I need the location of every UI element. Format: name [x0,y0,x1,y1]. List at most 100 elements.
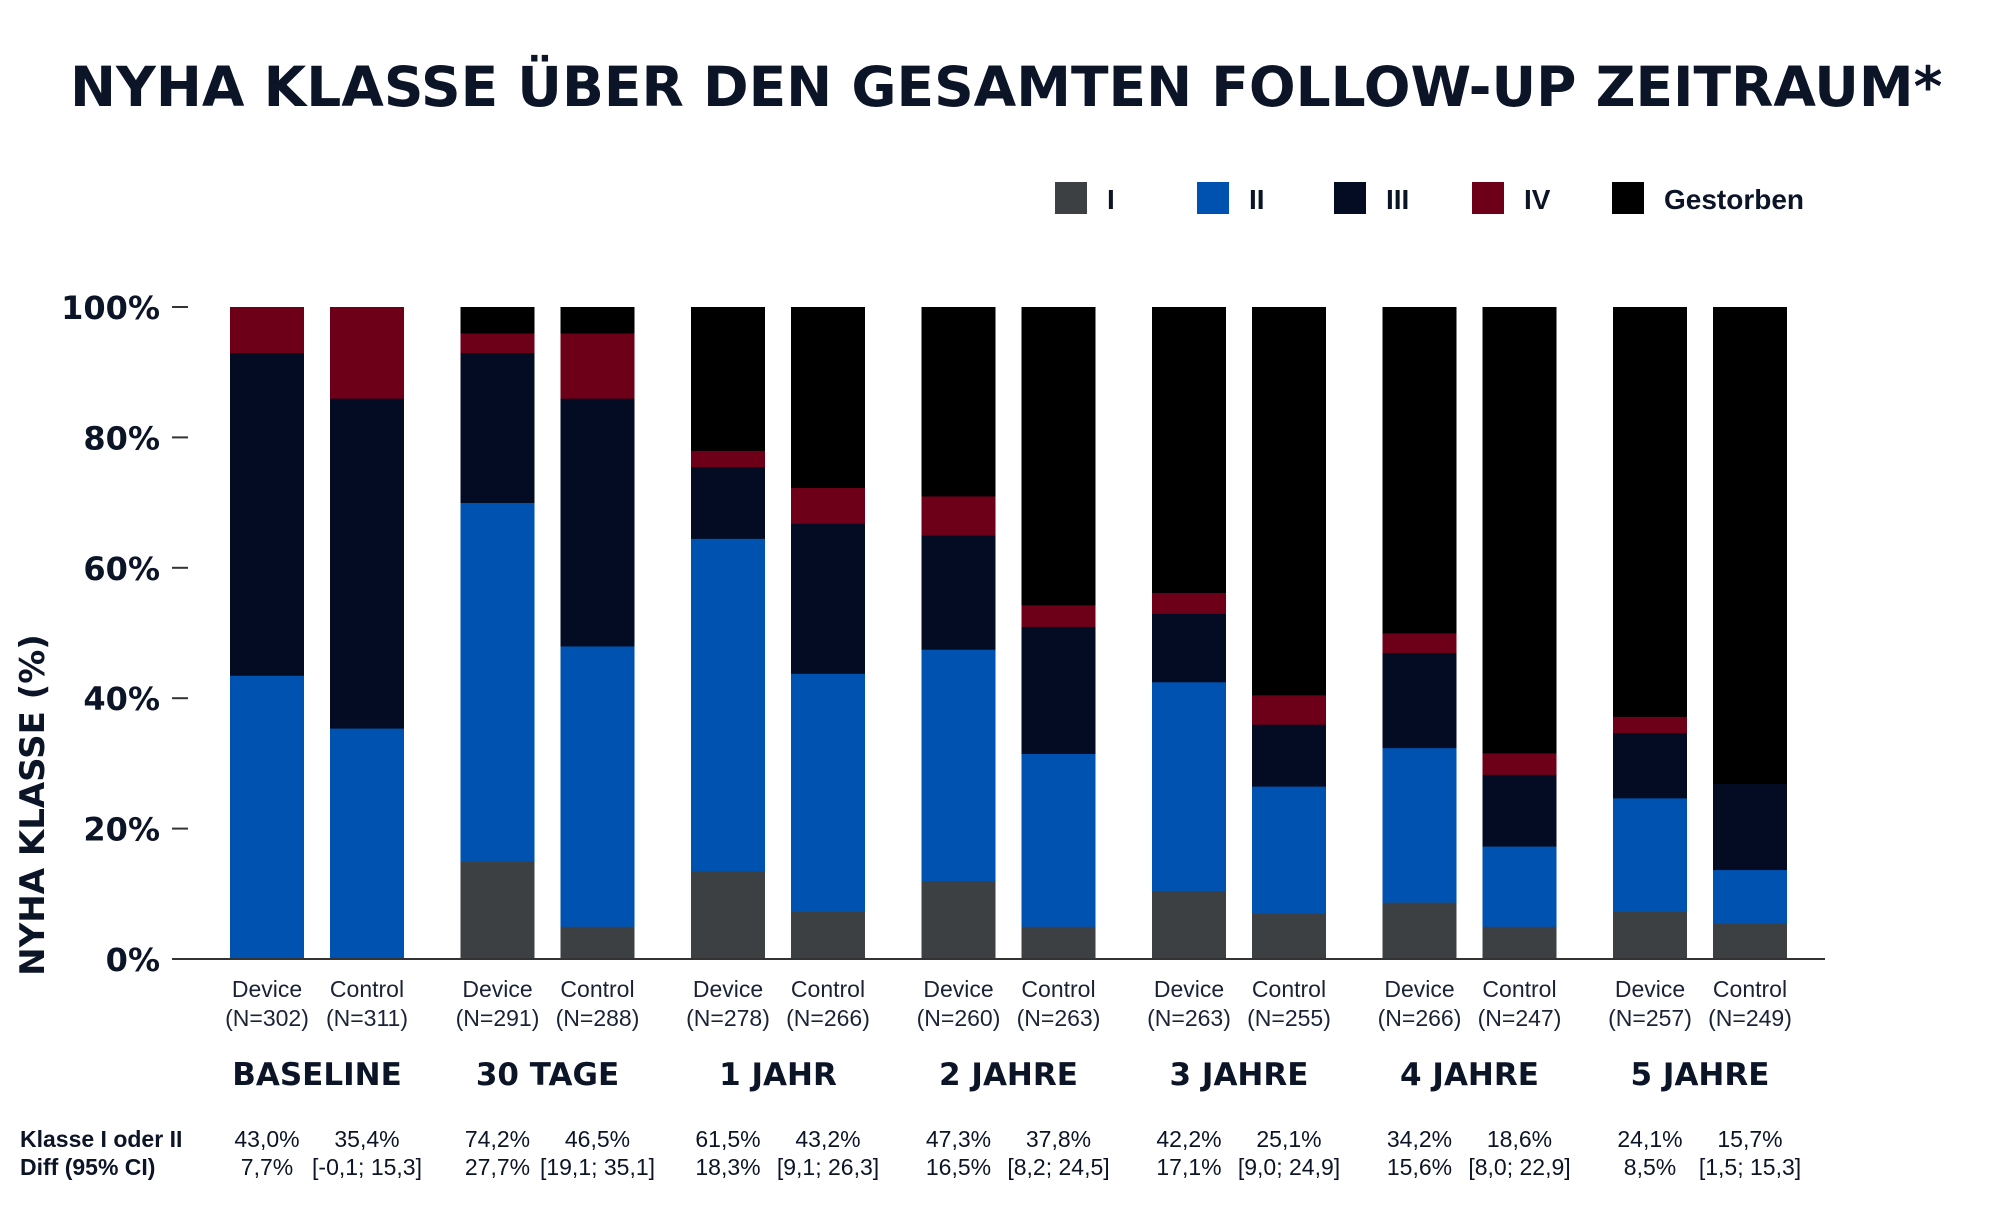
bar-n-label: (N=266) [1378,1005,1462,1031]
bar-segment-5-jahre-device-iv [1613,716,1687,734]
y-axis-label: NYHA KLASSE (%) [13,634,53,976]
x-axis-labels: Device (N=302) Control (N=311) BASELINE Devic… [225,976,1792,1093]
klasse-value: 35,4% [334,1126,399,1152]
y-tick-label: 40% [83,680,160,718]
bar-name-label: Device [462,976,532,1002]
bar-segment-30-tage-device-iii [460,352,535,503]
bar-name-label: Control [1021,976,1095,1002]
legend-swatch-ii [1197,182,1229,214]
bar-segment-1-jahr-control-gestorben [791,307,865,489]
bar-segment-4-jahre-control-iv [1482,752,1557,775]
bar-segment-1-jahr-device-iv [691,450,765,468]
bar-segment-30-tage-control-gestorben [560,307,635,334]
legend-label-ii: II [1249,184,1265,215]
group-label: 30 TAGE [476,1057,619,1093]
diff-value: [9,0; 24,9] [1238,1154,1340,1180]
bar-segment-2-jahre-control-i [1021,926,1096,960]
bar-segment-3-jahre-control-iv [1252,694,1326,725]
y-tick-label: 60% [83,550,160,588]
diff-value: 18,3% [695,1154,760,1180]
diff-value: 7,7% [241,1154,293,1180]
bar-segment-baseline-control-iii [330,398,404,729]
bar-segment-3-jahre-control-iii [1252,724,1326,787]
bar-segment-baseline-control-ii [330,728,404,960]
bar-name-label: Device [1615,976,1685,1002]
klasse-value: 37,8% [1026,1126,1091,1152]
bar-segment-4-jahre-device-iii [1382,652,1457,749]
group-label: 4 JAHRE [1400,1057,1539,1093]
bar-name-label: Control [560,976,634,1002]
bar-segment-3-jahre-control-i [1252,913,1326,960]
bar-segment-1-jahr-control-ii [791,673,865,912]
diff-value: 15,6% [1387,1154,1452,1180]
bar-segment-1-jahr-control-iv [791,487,865,524]
diff-value: [8,0; 22,9] [1468,1154,1570,1180]
group-label: 2 JAHRE [939,1057,1078,1093]
group-label: 3 JAHRE [1170,1057,1309,1093]
klasse-value: 61,5% [695,1126,760,1152]
bar-name-label: Device [232,976,302,1002]
diff-value: 16,5% [926,1154,991,1180]
group-label: 5 JAHRE [1631,1057,1770,1093]
klasse-value: 43,2% [795,1126,860,1152]
table-row-label: Klasse I oder II [20,1126,182,1152]
bar-name-label: Control [1252,976,1326,1002]
bar-segment-1-jahr-control-i [791,911,865,960]
table-row-label: Diff (95% CI) [20,1154,155,1180]
legend-swatch-iii [1334,182,1366,214]
bar-segment-5-jahre-device-iii [1613,732,1687,799]
group-label: 1 JAHR [719,1057,837,1093]
bar-n-label: (N=247) [1478,1005,1562,1031]
bar-segment-4-jahre-control-ii [1482,846,1557,927]
y-tick-label: 100% [61,289,160,327]
diff-value: [-0,1; 15,3] [312,1154,422,1180]
bar-segment-2-jahre-device-iii [921,535,996,650]
y-axis-ticks: 0% 20% 40% 60% 80% 100% [61,289,188,979]
klasse-value: 42,2% [1156,1126,1221,1152]
bar-segment-5-jahre-control-gestorben [1713,307,1787,785]
bar-segment-baseline-device-ii [230,675,304,960]
bar-segment-3-jahre-device-gestorben [1152,307,1226,593]
bar-segment-30-tage-control-iii [560,398,635,647]
bar-name-label: Device [923,976,993,1002]
diff-value: [8,2; 24,5] [1007,1154,1109,1180]
bar-n-label: (N=257) [1608,1005,1692,1031]
bar-segment-baseline-control-iv [330,307,404,399]
bar-name-label: Device [1154,976,1224,1002]
diff-value: 17,1% [1156,1154,1221,1180]
klasse-value: 15,7% [1717,1126,1782,1152]
bar-name-label: Control [330,976,404,1002]
bar-segment-4-jahre-device-iv [1382,633,1457,653]
bar-segment-2-jahre-device-gestorben [921,307,996,497]
bar-segment-1-jahr-control-iii [791,523,865,674]
chart-title: NYHA KLASSE ÜBER DEN GESAMTEN FOLLOW-UP … [70,55,1942,119]
bar-segment-5-jahre-control-i [1713,923,1787,960]
diff-value: 27,7% [465,1154,530,1180]
klasse-value: 46,5% [565,1126,630,1152]
y-tick-label: 0% [106,941,160,979]
legend-label-iv: IV [1524,184,1551,215]
bar-segment-5-jahre-device-gestorben [1613,307,1687,717]
bar-segment-30-tage-control-i [560,926,635,960]
klasse-value: 74,2% [465,1126,530,1152]
diff-value: [9,1; 26,3] [777,1154,879,1180]
bar-segment-2-jahre-control-gestorben [1021,307,1096,606]
klasse-value: 34,2% [1387,1126,1452,1152]
bar-segment-1-jahr-device-gestorben [691,307,765,451]
bar-segment-5-jahre-control-ii [1713,869,1787,924]
klasse-value: 24,1% [1617,1126,1682,1152]
bar-name-label: Device [1384,976,1454,1002]
bar-segment-3-jahre-device-i [1152,890,1226,960]
bar-segment-4-jahre-control-iii [1482,774,1557,847]
bar-segment-baseline-device-iii [230,352,304,676]
bar-segment-5-jahre-device-i [1613,911,1687,960]
legend-swatch-i [1055,182,1087,214]
legend-label-gestorben: Gestorben [1664,184,1804,215]
bar-segment-4-jahre-device-i [1382,902,1457,960]
bar-segment-5-jahre-control-iii [1713,783,1787,871]
bar-name-label: Control [1713,976,1787,1002]
y-tick-label: 20% [83,811,160,849]
bar-segment-30-tage-device-i [460,861,535,960]
bar-name-label: Control [791,976,865,1002]
